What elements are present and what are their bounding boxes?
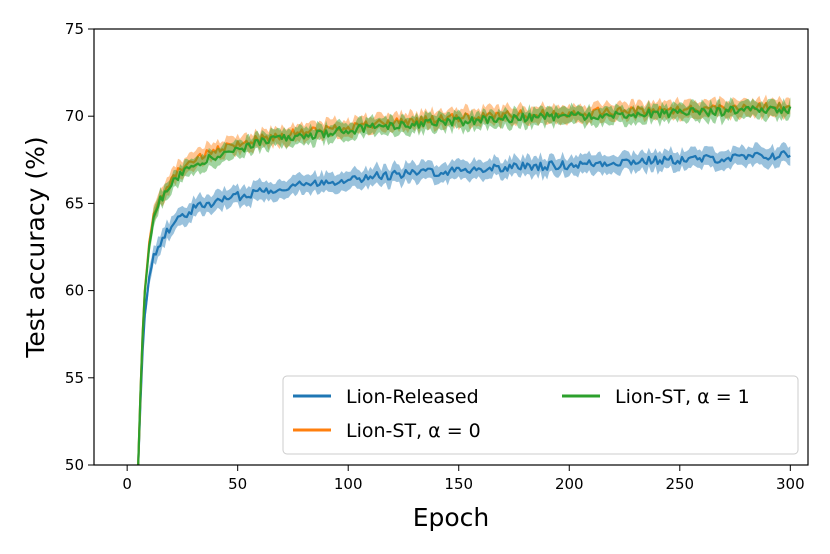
x-tick-label: 100 bbox=[334, 475, 363, 493]
x-tick-label: 150 bbox=[444, 475, 473, 493]
x-tick-label: 250 bbox=[665, 475, 694, 493]
y-tick-label: 60 bbox=[65, 282, 84, 300]
legend-label-lion-released: Lion-Released bbox=[346, 386, 479, 408]
y-tick-label: 65 bbox=[65, 194, 84, 212]
y-tick-label: 50 bbox=[65, 456, 84, 474]
y-tick-label: 55 bbox=[65, 369, 84, 387]
y-tick-label: 75 bbox=[65, 20, 84, 38]
y-axis-title: Test accuracy (%) bbox=[21, 136, 50, 358]
series-layer bbox=[137, 94, 792, 465]
line-lion-released bbox=[137, 150, 791, 465]
plot-frame bbox=[93, 28, 809, 466]
legend-box bbox=[282, 375, 799, 455]
x-tick-label: 300 bbox=[776, 475, 805, 493]
y-tick-label: 70 bbox=[65, 107, 84, 125]
legend-label-lion-st-alpha0: Lion-ST, α = 0 bbox=[346, 420, 481, 442]
y-axis: 50 55 60 65 70 75 bbox=[65, 20, 94, 474]
x-tick-label: 200 bbox=[555, 475, 584, 493]
x-axis-title: Epoch bbox=[413, 503, 490, 532]
legend-label-lion-st-alpha1: Lion-ST, α = 1 bbox=[615, 386, 750, 408]
x-axis: 0 50 100 150 200 250 300 bbox=[122, 465, 805, 493]
x-tick-label: 0 bbox=[122, 475, 132, 493]
legend: Lion-Released Lion-ST, α = 0 Lion-ST, α … bbox=[282, 375, 799, 455]
x-tick-label: 50 bbox=[228, 475, 247, 493]
line-lion-st-alpha1 bbox=[137, 105, 792, 465]
